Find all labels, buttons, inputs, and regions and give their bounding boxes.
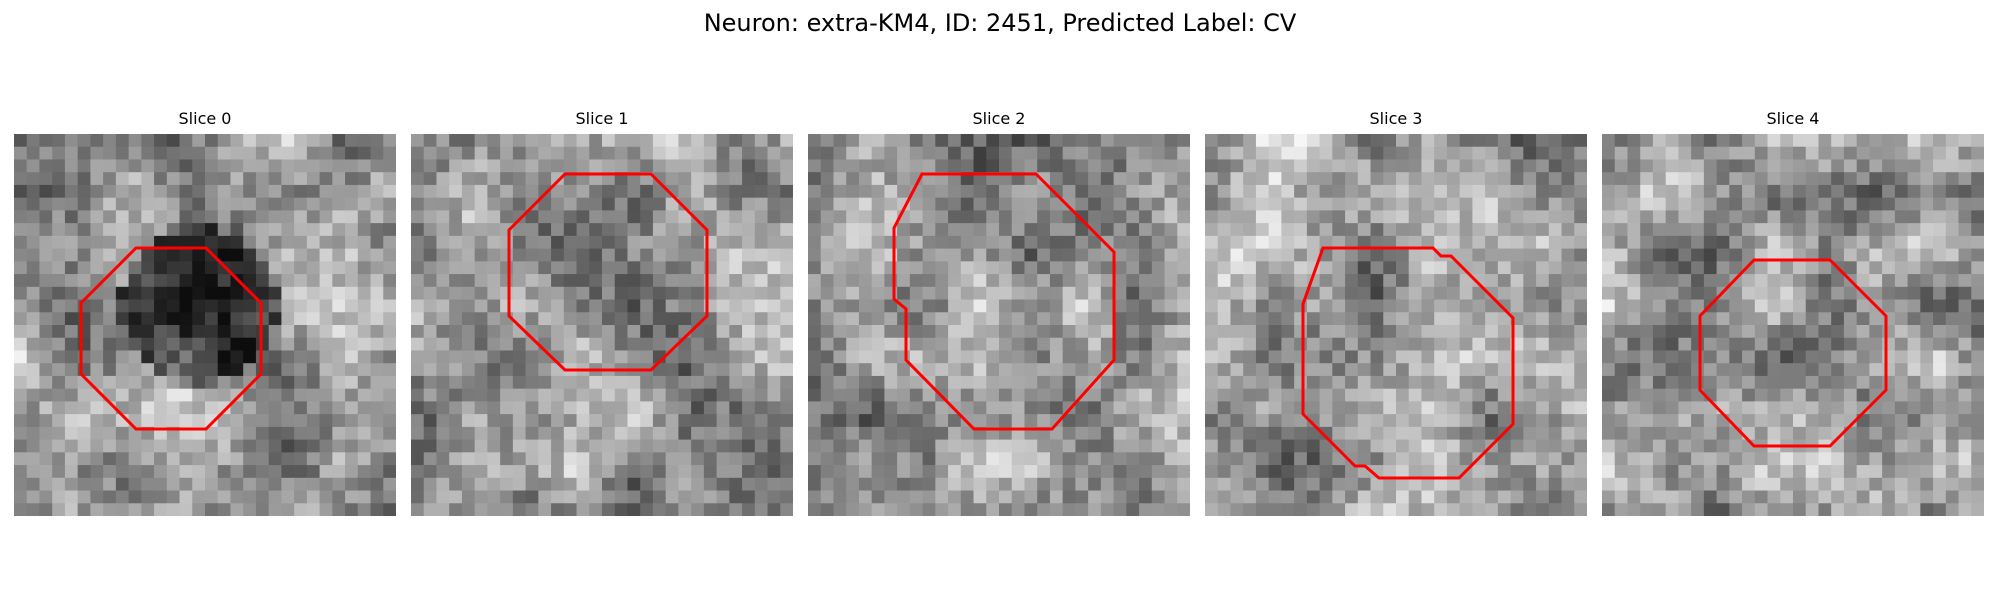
slice-panel-1: Slice 1 (411, 108, 793, 516)
slice-title: Slice 1 (575, 109, 629, 128)
roi-outline (507, 172, 709, 372)
roi-outline (1301, 246, 1515, 480)
roi-outline (79, 246, 263, 431)
slice-image (808, 134, 1190, 516)
grayscale-pixel-grid (1205, 134, 1587, 516)
grayscale-pixel-grid (808, 134, 1190, 516)
slice-title: Slice 4 (1766, 109, 1820, 128)
slice-title: Slice 3 (1369, 109, 1423, 128)
slice-title: Slice 2 (972, 109, 1026, 128)
slice-panel-4: Slice 4 (1602, 108, 1984, 516)
slice-image (411, 134, 793, 516)
slice-image (1602, 134, 1984, 516)
slice-panel-0: Slice 0 (14, 108, 396, 516)
slice-panel-2: Slice 2 (808, 108, 1190, 516)
grayscale-pixel-grid (1602, 134, 1984, 516)
slice-image (14, 134, 396, 516)
grayscale-pixel-grid (411, 134, 793, 516)
grayscale-pixel-grid (14, 134, 396, 516)
slice-image (1205, 134, 1587, 516)
roi-outline (892, 172, 1116, 431)
roi-outline (1698, 258, 1888, 448)
slice-title: Slice 0 (178, 109, 232, 128)
figure-title: Neuron: extra-KM4, ID: 2451, Predicted L… (703, 9, 1297, 37)
slice-panel-3: Slice 3 (1205, 108, 1587, 516)
